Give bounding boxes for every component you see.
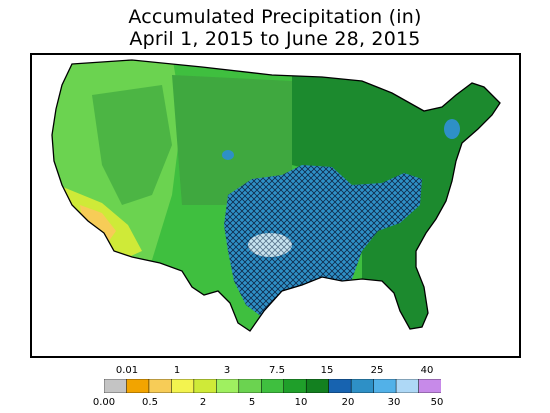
legend-label-bottom: 2 — [199, 397, 207, 408]
legend-label-bottom: 50 — [430, 397, 444, 408]
map-date-range: April 1, 2015 to June 28, 2015 — [129, 28, 421, 50]
legend-label-top: 7.5 — [269, 365, 285, 376]
legend-label-bottom: 30 — [387, 397, 401, 408]
precip-field — [52, 60, 500, 331]
map-title: Accumulated Precipitation (in) — [128, 6, 422, 28]
legend-label-top: 1 — [173, 365, 181, 376]
legend-swatch — [148, 379, 172, 393]
legend-swatch — [350, 379, 375, 393]
legend-swatch — [305, 379, 330, 393]
us-outline — [51, 59, 501, 332]
precipitation-map — [30, 53, 521, 358]
legend-swatch — [283, 379, 307, 393]
legend-label-top: 40 — [420, 365, 434, 376]
legend-swatch — [216, 379, 240, 393]
legend-swatch — [104, 379, 128, 393]
legend-label-bottom: 20 — [341, 397, 355, 408]
legend-swatch — [171, 379, 195, 393]
legend-swatch — [418, 379, 441, 393]
legend-label-top: 3 — [223, 365, 231, 376]
color-legend — [104, 379, 441, 393]
legend-swatch — [373, 379, 397, 393]
legend-swatch — [261, 379, 285, 393]
legend-label-top: 0.01 — [115, 365, 139, 376]
legend-swatch — [395, 379, 420, 393]
legend-label-top: 15 — [320, 365, 334, 376]
legend-swatch — [238, 379, 262, 393]
legend-label-bottom: 0.5 — [142, 397, 158, 408]
legend-label-bottom: 10 — [294, 397, 308, 408]
legend-label-bottom: 0.00 — [92, 397, 116, 408]
legend-label-bottom: 5 — [248, 397, 256, 408]
legend-swatch — [126, 379, 150, 393]
legend-bar — [104, 379, 441, 393]
legend-label-top: 25 — [370, 365, 384, 376]
legend-swatch — [328, 379, 352, 393]
legend-swatch — [193, 379, 217, 393]
